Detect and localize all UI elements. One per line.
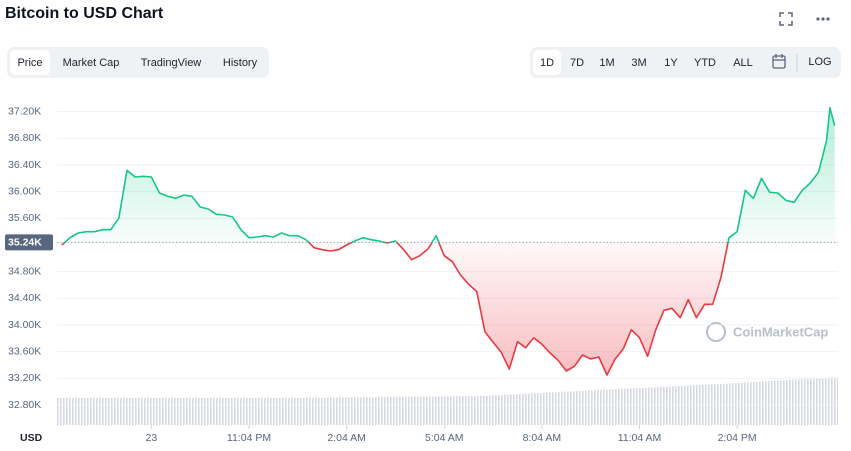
range-selected-bg	[533, 50, 561, 75]
y-tick-label: 32.80K	[8, 399, 41, 411]
range-button[interactable]: 3M	[631, 57, 646, 69]
y-tick-label: 33.60K	[8, 345, 41, 357]
y-tick-label: 33.20K	[8, 372, 41, 384]
calendar-icon[interactable]	[772, 54, 786, 69]
y-tick-label: 34.40K	[8, 292, 41, 304]
y-tick-label: 36.40K	[8, 159, 41, 171]
y-tick-label: 36.80K	[8, 132, 41, 144]
tab[interactable]: TradingView	[141, 57, 202, 69]
range-button[interactable]: 1Y	[664, 57, 678, 69]
range-button[interactable]: 7D	[570, 57, 584, 69]
watermark-text: CoinMarketCap	[733, 324, 828, 339]
x-tick-label: 11:04 PM	[227, 432, 271, 444]
tab-bar	[7, 47, 269, 78]
log-toggle[interactable]: LOG	[808, 56, 831, 68]
y-tick-label: 35.60K	[8, 212, 41, 224]
expand-icon[interactable]	[779, 12, 793, 26]
price-area	[61, 107, 835, 375]
tab-selected-bg	[10, 50, 50, 75]
watermark: CoinMarketCap	[706, 322, 828, 342]
x-tick-label: 11:04 AM	[618, 432, 662, 444]
baseline-label: 35.24K	[8, 237, 42, 249]
y-tick-label: 37.20K	[8, 105, 41, 117]
x-tick-label: 8:04 AM	[523, 432, 562, 444]
range-button[interactable]: 1D	[540, 57, 554, 69]
tab[interactable]: Price	[17, 57, 42, 69]
volume-bars	[57, 377, 838, 425]
tab[interactable]: Market Cap	[63, 57, 120, 69]
y-tick-label: 36.00K	[8, 185, 41, 197]
y-tick-label: 34.00K	[8, 319, 41, 331]
range-button[interactable]: YTD	[694, 57, 716, 69]
price-line	[61, 106, 836, 376]
baseline-label-bg	[5, 234, 53, 251]
tab[interactable]: History	[223, 57, 258, 69]
range-bar	[530, 47, 841, 78]
x-tick-label: 5:04 AM	[425, 432, 464, 444]
x-tick-label: 2:04 AM	[327, 432, 366, 444]
currency-label: USD	[20, 432, 43, 444]
x-tick-label: 23	[146, 432, 158, 444]
y-tick-label: 34.80K	[8, 265, 41, 277]
range-button[interactable]: 1M	[599, 57, 614, 69]
x-tick-label: 2:04 PM	[718, 432, 757, 444]
range-button[interactable]: ALL	[733, 57, 753, 69]
page-title: Bitcoin to USD Chart	[5, 5, 164, 22]
more-icon[interactable]	[816, 17, 830, 21]
